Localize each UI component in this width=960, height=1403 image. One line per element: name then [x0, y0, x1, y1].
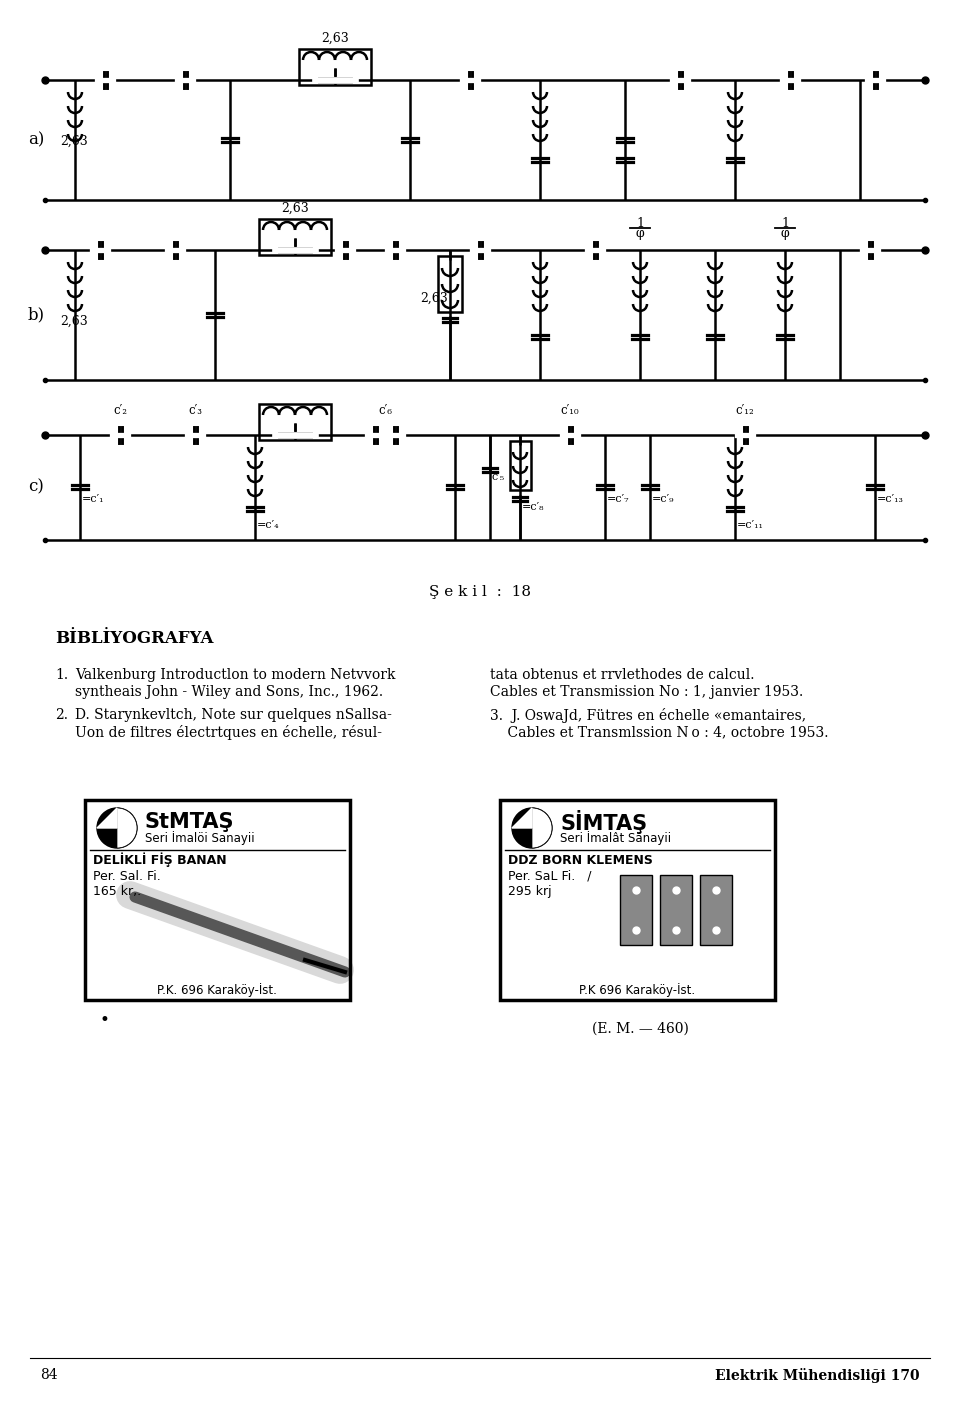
Text: c′₂: c′₂: [113, 404, 127, 417]
Text: =c′₁₁: =c′₁₁: [737, 521, 764, 530]
Text: Elektrik Mühendisliği 170: Elektrik Mühendisliği 170: [715, 1368, 920, 1383]
Text: SİMTAŞ: SİMTAŞ: [560, 810, 647, 833]
Text: 2,63: 2,63: [60, 135, 87, 147]
Bar: [299, 49, 371, 86]
Text: =c′₄: =c′₄: [257, 521, 279, 530]
Text: Uon de filtres électrtques en échelle, résul-: Uon de filtres électrtques en échelle, r…: [75, 725, 382, 739]
Text: φ: φ: [780, 227, 789, 240]
Wedge shape: [532, 808, 552, 847]
Text: Per. SaL Fi.   /: Per. SaL Fi. /: [508, 870, 591, 882]
Text: c′₁₂: c′₁₂: [735, 404, 755, 417]
Bar: [259, 219, 331, 255]
Circle shape: [512, 808, 552, 847]
Text: =c′₈: =c′₈: [522, 502, 544, 512]
Text: Cables et Transmlssion N o : 4, octobre 1953.: Cables et Transmlssion N o : 4, octobre …: [490, 725, 828, 739]
Text: =c′₁: =c′₁: [82, 494, 105, 504]
Text: StMTAŞ: StMTAŞ: [145, 812, 234, 832]
Text: 1: 1: [636, 217, 644, 230]
Text: 2,63: 2,63: [281, 202, 309, 215]
Bar: [700, 875, 732, 946]
Wedge shape: [117, 808, 137, 847]
Text: Cables et Transmission No : 1, janvier 1953.: Cables et Transmission No : 1, janvier 1…: [490, 685, 804, 699]
Text: c′₁₀: c′₁₀: [561, 404, 579, 417]
Text: 2,63: 2,63: [322, 32, 348, 45]
Text: P.K. 696 Karaköy-İst.: P.K. 696 Karaköy-İst.: [157, 984, 276, 998]
Bar: [500, 800, 775, 1000]
Text: c′₅: c′₅: [492, 471, 505, 483]
Text: syntheais John - Wiley and Sons, Inc., 1962.: syntheais John - Wiley and Sons, Inc., 1…: [75, 685, 383, 699]
Text: 2,63: 2,63: [60, 316, 87, 328]
Text: DDZ BORN KLEMENS: DDZ BORN KLEMENS: [508, 853, 653, 867]
Text: Seri İmalöi Sanayii: Seri İmalöi Sanayii: [145, 831, 254, 845]
Text: 295 krj: 295 krj: [508, 885, 552, 898]
Text: •: •: [100, 1012, 109, 1028]
Circle shape: [97, 808, 137, 847]
Text: Valkenburg Introductlon to modern Netvvork: Valkenburg Introductlon to modern Netvvo…: [75, 668, 396, 682]
Text: 84: 84: [40, 1368, 58, 1382]
Text: D. Starynkevltch, Note sur quelques nSallsa-: D. Starynkevltch, Note sur quelques nSal…: [75, 709, 392, 723]
Bar: [259, 404, 331, 441]
Text: (E. M. — 460): (E. M. — 460): [591, 1021, 688, 1035]
Text: 1: 1: [781, 217, 789, 230]
Bar: [660, 875, 692, 946]
Text: c′₆: c′₆: [378, 404, 392, 417]
Text: Per. Sal. Fi.: Per. Sal. Fi.: [93, 870, 160, 882]
Text: 1.: 1.: [55, 668, 68, 682]
Text: =c′₁₃: =c′₁₃: [877, 494, 904, 504]
Text: tata obtenus et rrvlethodes de calcul.: tata obtenus et rrvlethodes de calcul.: [490, 668, 755, 682]
Text: b): b): [28, 306, 45, 324]
Text: 165 kr,.: 165 kr,.: [93, 885, 141, 898]
Bar: [510, 441, 531, 490]
Text: 2.: 2.: [55, 709, 68, 723]
Text: P.K 696 Karaköy-İst.: P.K 696 Karaköy-İst.: [579, 984, 695, 998]
Text: =c′₇: =c′₇: [607, 494, 630, 504]
Text: 3.  J. OswaJd, Fütres en échelle «emantaires,: 3. J. OswaJd, Fütres en échelle «emantai…: [490, 709, 806, 723]
Text: c): c): [28, 478, 44, 495]
Text: =c′₉: =c′₉: [652, 494, 675, 504]
Text: a): a): [28, 132, 44, 149]
Text: Seri İmalât Sanayii: Seri İmalât Sanayii: [560, 831, 671, 845]
Bar: [85, 800, 350, 1000]
Text: φ: φ: [636, 227, 644, 240]
Text: Ş e k i l  :  18: Ş e k i l : 18: [429, 585, 531, 599]
Bar: [438, 255, 462, 311]
Text: DELİKLİ FİŞ BANAN: DELİKLİ FİŞ BANAN: [93, 853, 227, 867]
Text: BİBLİYOGRAFYA: BİBLİYOGRAFYA: [55, 630, 213, 647]
Polygon shape: [512, 808, 532, 828]
Polygon shape: [97, 808, 117, 828]
Text: 2,63: 2,63: [420, 292, 447, 304]
Bar: [620, 875, 652, 946]
Text: c′₃: c′₃: [188, 404, 202, 417]
